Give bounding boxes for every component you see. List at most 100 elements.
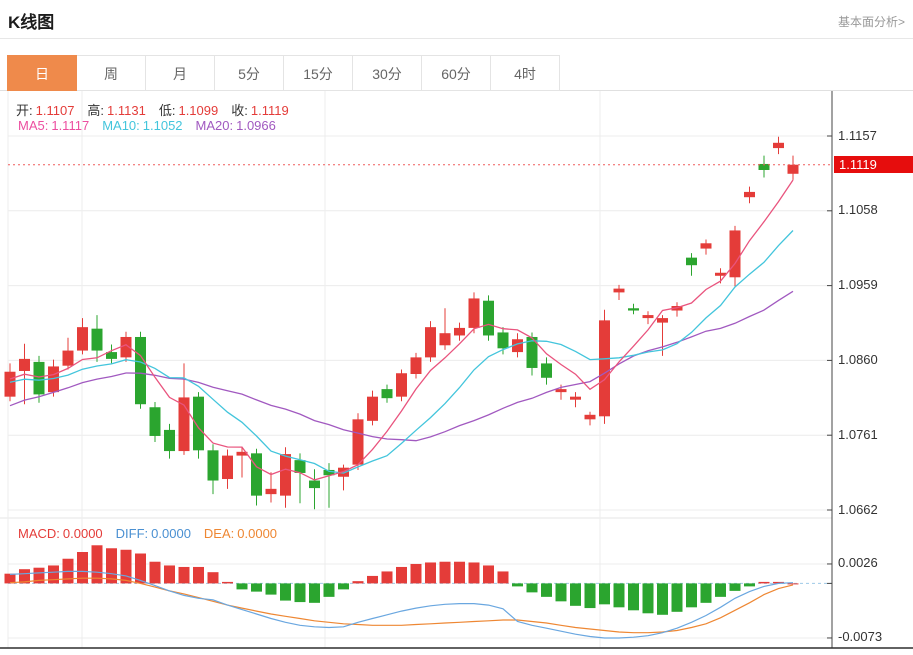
candle <box>91 328 103 351</box>
candle <box>48 366 59 393</box>
tab-week[interactable]: 周 <box>76 55 146 91</box>
diff-label: DIFF: <box>115 526 149 541</box>
current-price-value: 1.1119 <box>839 157 877 173</box>
macd-bar <box>425 562 436 584</box>
macd-bar <box>410 563 422 584</box>
candle <box>425 327 436 358</box>
tab-15min[interactable]: 15分 <box>283 55 353 91</box>
candle <box>106 352 117 359</box>
candle <box>758 163 770 170</box>
macd-bar <box>454 561 465 584</box>
macd-bar <box>178 566 190 584</box>
price-axis-label: 1.1058 <box>838 202 878 218</box>
macd-bar <box>686 583 697 608</box>
candle <box>164 429 175 452</box>
candle <box>396 373 407 397</box>
candle <box>657 318 668 323</box>
ma5-value: 1.1117 <box>51 118 90 133</box>
macd-bar <box>77 552 88 584</box>
ma-readout: MA5: 1.1117 MA10: 1.1052 MA20: 1.0966 <box>18 118 276 133</box>
candle <box>367 396 378 421</box>
ohlc-readout: 开: 1.1107 高: 1.1131 低: 1.1099 收: 1.1119 <box>16 100 289 119</box>
macd-bar <box>700 583 712 603</box>
candle <box>526 336 538 368</box>
macd-bar <box>323 583 335 597</box>
candle <box>178 397 190 452</box>
macd-bar <box>526 583 538 593</box>
candle <box>642 315 654 319</box>
macd-bar <box>222 581 233 584</box>
ma5-label: MA5: <box>18 118 49 133</box>
candle <box>686 257 697 266</box>
tab-5min[interactable]: 5分 <box>214 55 284 91</box>
candle <box>251 453 262 496</box>
price-axis-label: 1.0860 <box>838 351 878 367</box>
macd-bar <box>120 549 132 584</box>
page-title: K线图 <box>8 13 55 32</box>
ma20-line <box>9 290 794 442</box>
candle <box>410 357 422 374</box>
candle <box>120 336 132 358</box>
macd-bar <box>294 583 306 603</box>
tab-60min[interactable]: 60分 <box>421 55 491 91</box>
macd-bar <box>4 573 16 584</box>
fundamental-analysis-link[interactable]: 基本面分析> <box>837 15 905 29</box>
tab-30min[interactable]: 30分 <box>352 55 422 91</box>
macd-bar <box>758 581 770 584</box>
macd-bar <box>135 553 146 584</box>
macd-bar <box>555 583 567 602</box>
macd-bar <box>207 572 219 584</box>
ma20-value: 1.0966 <box>236 118 276 133</box>
macd-bar <box>193 566 204 584</box>
low-label: 低: <box>158 103 176 118</box>
macd-bar <box>91 545 103 584</box>
macd-bar <box>338 583 349 590</box>
macd-bar <box>33 567 45 584</box>
tab-4hour[interactable]: 4时 <box>490 55 560 91</box>
macd-bar <box>164 565 175 584</box>
candle <box>77 327 88 351</box>
macd-bar <box>715 583 726 597</box>
price-axis-label: 1.0959 <box>838 277 878 293</box>
candle <box>222 455 233 480</box>
macd-bar <box>251 583 262 592</box>
candle <box>236 451 248 456</box>
macd-bar <box>396 566 407 584</box>
low-value: 1.1099 <box>178 103 219 118</box>
tab-day[interactable]: 日 <box>7 55 77 91</box>
macd-bar <box>570 583 581 606</box>
candle <box>280 454 291 496</box>
macd-bar <box>149 561 161 584</box>
macd-readout: MACD: 0.0000 DIFF: 0.0000 DEA: 0.0000 <box>18 526 277 541</box>
diff-line <box>9 570 794 639</box>
macd-bar <box>280 583 291 601</box>
tab-month[interactable]: 月 <box>145 55 215 91</box>
candle <box>193 396 204 451</box>
candle <box>352 419 364 465</box>
tab-bar: 日周月 5分 15分 30分 60分 4时 <box>7 55 560 91</box>
macd-bar <box>468 562 480 584</box>
macd-bar <box>439 561 451 584</box>
candle <box>62 350 74 366</box>
candle <box>309 480 320 489</box>
macd-bar <box>584 583 596 609</box>
price-axis-label: 1.0761 <box>838 426 878 442</box>
dea-label: DEA: <box>203 526 235 541</box>
macd-bar <box>497 571 509 584</box>
macd-bar <box>309 583 320 603</box>
macd-bar <box>381 571 393 584</box>
open-value: 1.1107 <box>35 103 75 118</box>
candle <box>149 407 161 436</box>
candle <box>512 339 523 353</box>
macd-axis-label: -0.0073 <box>838 629 883 645</box>
macd-bar <box>599 583 610 605</box>
macd-bar <box>613 583 625 608</box>
macd-bar <box>729 583 741 591</box>
candle <box>439 333 451 346</box>
macd-bar <box>483 565 494 584</box>
candle <box>584 414 596 420</box>
candle <box>207 450 219 481</box>
macd-bar <box>787 583 799 585</box>
